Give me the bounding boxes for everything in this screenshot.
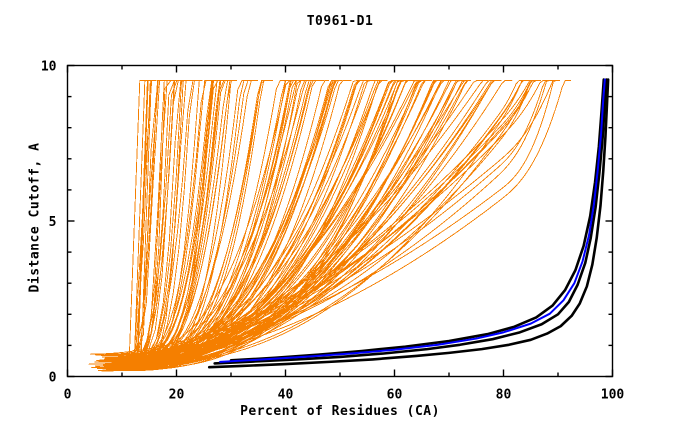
- svg-text:10: 10: [41, 60, 57, 75]
- best-model-curves: [207, 78, 610, 369]
- axis-ticks: [66, 64, 614, 378]
- reference-model-curve: [219, 78, 606, 363]
- axis-tick-labels: 0 20 40 60 80 100 0 5 10: [41, 60, 625, 403]
- svg-text:100: 100: [601, 388, 625, 403]
- svg-text:0: 0: [49, 371, 57, 386]
- x-axis-label: Percent of Residues (CA): [240, 404, 440, 419]
- page-title: T0961-D1: [306, 14, 374, 29]
- svg-text:0: 0: [64, 388, 72, 403]
- svg-text:5: 5: [49, 215, 57, 230]
- svg-text:40: 40: [278, 388, 294, 403]
- svg-text:80: 80: [496, 388, 512, 403]
- predictor-model-curves: [88, 79, 571, 372]
- svg-text:60: 60: [387, 388, 403, 403]
- svg-text:20: 20: [169, 388, 185, 403]
